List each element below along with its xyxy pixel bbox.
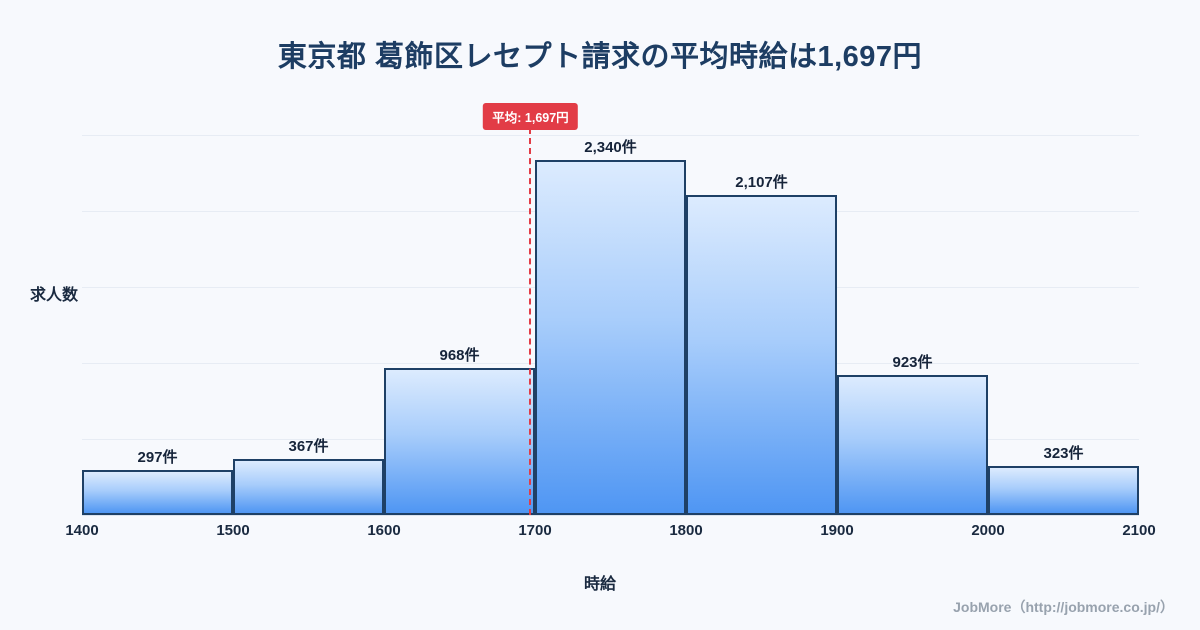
x-tick-label: 2100 (1122, 522, 1156, 539)
bar-value-label: 323件 (1043, 444, 1084, 462)
histogram-bar (82, 469, 233, 515)
x-tick-label: 1500 (216, 522, 250, 539)
x-tick-label: 1600 (367, 522, 401, 539)
histogram-bar (535, 159, 686, 515)
x-tick-label: 1400 (65, 522, 99, 539)
bar-value-label: 297件 (137, 448, 178, 466)
bar-value-label: 2,107件 (735, 173, 788, 191)
x-axis-label: 時給 (583, 576, 616, 593)
average-line (529, 128, 532, 515)
footer-credit: JobMore（http://jobmore.co.jp/） (953, 599, 1174, 615)
histogram-bar (233, 459, 384, 515)
x-axis-line (82, 515, 1139, 516)
bar-value-label: 367件 (288, 438, 329, 456)
bar-value-label: 2,340件 (584, 138, 637, 156)
histogram-bar (384, 367, 535, 515)
chart-title: 東京都 葛飾区レセプト請求の平均時給は1,697円 (277, 41, 923, 73)
histogram-bar (686, 194, 837, 515)
average-badge: 平均: 1,697円 (483, 103, 578, 130)
histogram-bar (988, 465, 1139, 515)
x-tick-label: 1700 (518, 522, 552, 539)
x-tick-label: 1900 (820, 522, 854, 539)
gridline (82, 135, 1139, 137)
histogram-bar (837, 374, 988, 515)
x-tick-label: 1800 (669, 522, 703, 539)
bar-value-label: 968件 (439, 346, 480, 364)
x-tick-label: 2000 (971, 522, 1005, 539)
bar-value-label: 923件 (892, 353, 933, 371)
y-axis-label: 求人数 (30, 287, 79, 304)
